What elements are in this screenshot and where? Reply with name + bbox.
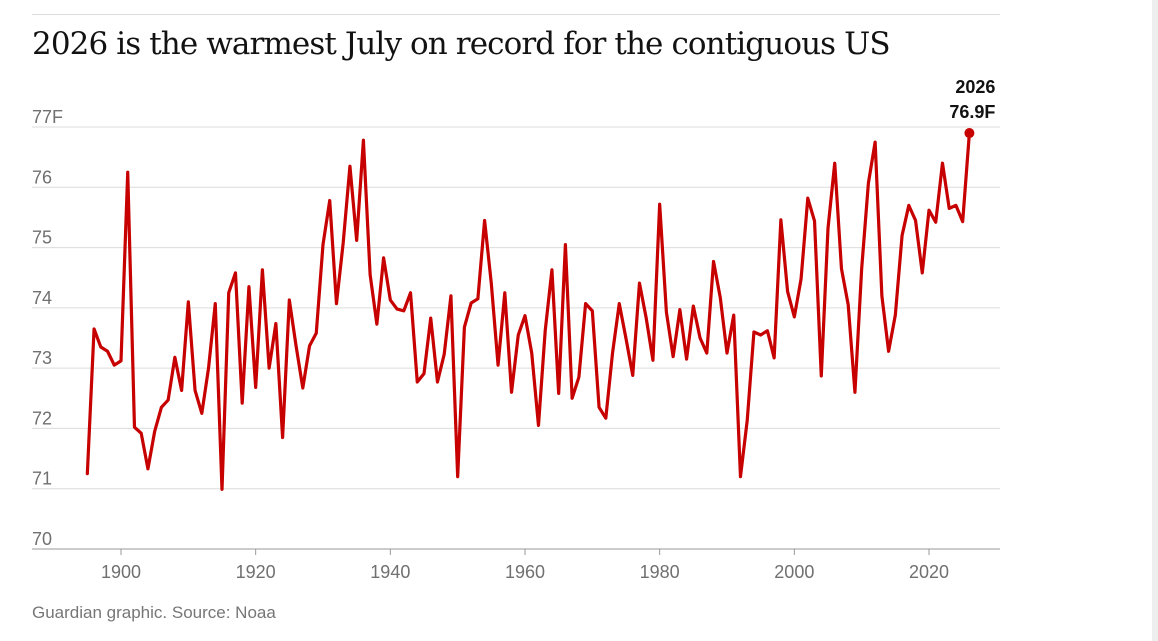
y-tick-label: 70: [32, 529, 52, 549]
x-tick-label: 2000: [774, 562, 814, 582]
y-axis-ticks: 70 71 72 73 74 75 76 77F: [32, 107, 63, 549]
series-line: [85, 131, 971, 491]
y-tick-label: 73: [32, 348, 52, 368]
x-tick-label: 1900: [101, 562, 141, 582]
y-tick-label: 72: [32, 408, 52, 428]
annotation-point: [964, 128, 975, 139]
annotation-year: 2026: [955, 77, 995, 97]
x-tick-label: 1920: [236, 562, 276, 582]
y-tick-label: 74: [32, 288, 52, 308]
x-axis-ticks: 1900 1920 1940 1960 1980 2000 2020: [101, 549, 949, 582]
y-tick-label: 75: [32, 228, 52, 248]
chart-title: 2026 is the warmest July on record for t…: [32, 26, 891, 62]
y-tick-label: 77F: [32, 107, 63, 127]
source-note: Guardian graphic. Source: Noaa: [32, 603, 276, 622]
x-tick-label: 1960: [505, 562, 545, 582]
x-tick-label: 1940: [370, 562, 410, 582]
y-tick-label: 76: [32, 167, 52, 187]
y-tick-label: 71: [32, 469, 52, 489]
top-divider: [32, 14, 1000, 15]
x-tick-label: 2020: [909, 562, 949, 582]
annotation-value: 76.9F: [949, 102, 995, 122]
x-tick-label: 1980: [640, 562, 680, 582]
gridlines: [32, 126, 1000, 490]
